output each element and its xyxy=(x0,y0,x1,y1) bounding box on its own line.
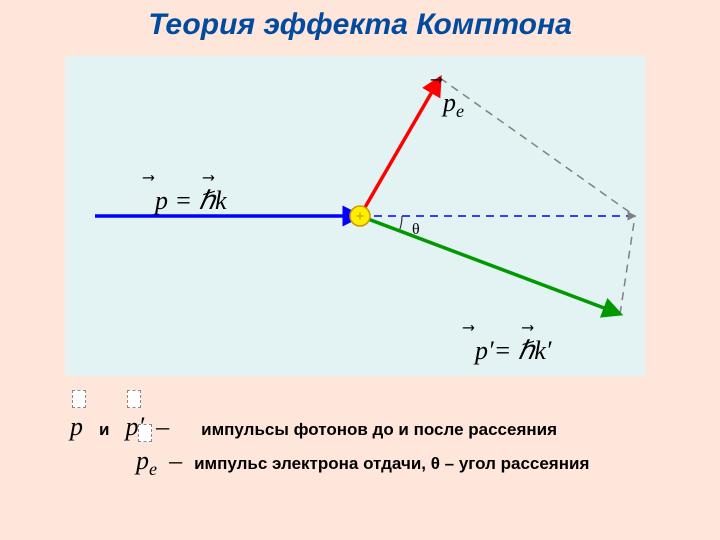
caption-line-1: pи p′–импульсы фотонов до и после рассея… xyxy=(70,412,690,442)
compton-diagram: θ xyxy=(65,56,645,376)
label-scattered-photon: ⃗p′= ℏ⃗k′ xyxy=(475,336,551,366)
label-incoming-photon: ⃗p = ℏ⃗k xyxy=(155,186,227,216)
label-recoil-electron: ⃗pe xyxy=(443,88,464,122)
page-background: Теория эффекта Комптона θ ⃗p = ℏ⃗k ⃗pe ⃗… xyxy=(0,0,720,540)
caption-area: pи p′–импульсы фотонов до и после рассея… xyxy=(70,412,690,480)
page-title: Теория эффекта Комптона xyxy=(0,8,720,42)
caption-line-2: pe–импульс электрона отдачи, θ – угол ра… xyxy=(70,446,690,480)
diagram-container: θ ⃗p = ℏ⃗k ⃗pe ⃗p′= ℏ⃗k′ xyxy=(65,56,645,376)
